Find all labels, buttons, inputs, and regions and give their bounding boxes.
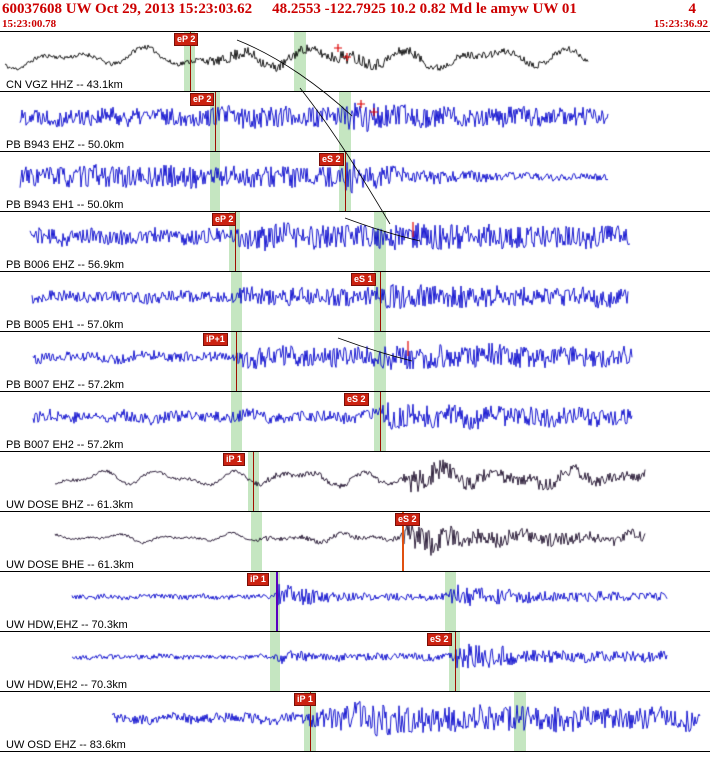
pick-flag[interactable]: eS 2 <box>344 393 369 406</box>
trace-row[interactable]: PB B005 EH1 -- 57.0km eS 1 <box>0 272 710 332</box>
pick-flag[interactable]: eS 2 <box>319 153 344 166</box>
event-flag: 4 <box>688 1 697 17</box>
trace-row[interactable]: CN VGZ HHZ -- 43.1km eP 2 <box>0 32 710 92</box>
pick-flag[interactable]: eP 2 <box>174 33 199 46</box>
pick-flag[interactable]: eS 2 <box>427 633 452 646</box>
time-window-row: 15:23:00.78 15:23:36.92 <box>0 18 710 31</box>
trace-row[interactable]: UW HDW,EHZ -- 70.3km iP 1 <box>0 572 710 632</box>
trace-row[interactable]: UW OSD EHZ -- 83.6km iP 1 <box>0 692 710 752</box>
trace-label: PB B007 EH2 -- 57.2km <box>6 439 124 451</box>
pick-time-line <box>380 392 381 451</box>
event-header: 60037608 UW Oct 29, 2013 15:23:03.62 48.… <box>0 0 710 31</box>
trace-label: PB B007 EHZ -- 57.2km <box>6 379 124 391</box>
trace-label: UW HDW,EH2 -- 70.3km <box>6 679 128 691</box>
pick-flag[interactable]: iP+1 <box>203 333 228 346</box>
trace-row[interactable]: PB B943 EHZ -- 50.0km eP 2 <box>0 92 710 152</box>
trace-label: UW DOSE BHZ -- 61.3km <box>6 499 134 511</box>
window-start-time: 15:23:00.78 <box>2 18 57 30</box>
trace-row[interactable]: UW DOSE BHE -- 61.3km eS 2 <box>0 512 710 572</box>
waveform-canvas[interactable] <box>0 512 710 571</box>
trace-row[interactable]: PB B943 EH1 -- 50.0km eS 2 <box>0 152 710 212</box>
window-end-time: 15:23:36.92 <box>653 18 708 30</box>
trace-label: PB B005 EH1 -- 57.0km <box>6 319 124 331</box>
pick-time-line <box>235 212 236 271</box>
trace-label: UW OSD EHZ -- 83.6km <box>6 739 126 751</box>
pick-flag[interactable]: iP 1 <box>294 693 316 706</box>
trace-row[interactable]: PB B006 EHZ -- 56.9km eP 2 <box>0 212 710 272</box>
trace-row[interactable]: PB B007 EH2 -- 57.2km eS 2 <box>0 392 710 452</box>
trace-stack: CN VGZ HHZ -- 43.1km eP 2 PB B943 EHZ --… <box>0 31 710 752</box>
pick-flag[interactable]: eP 2 <box>190 93 215 106</box>
waveform-canvas[interactable] <box>0 32 710 91</box>
pick-flag[interactable]: eS 1 <box>351 273 376 286</box>
pick-flag[interactable]: eS 2 <box>395 513 420 526</box>
pick-time-line <box>236 332 237 391</box>
trace-row[interactable]: PB B007 EHZ -- 57.2km iP+1 <box>0 332 710 392</box>
pick-time-line <box>190 32 191 91</box>
event-id-text: 60037608 UW Oct 29, 2013 15:23:03.62 <box>2 1 253 17</box>
trace-label: CN VGZ HHZ -- 43.1km <box>6 79 123 91</box>
event-header-line: 60037608 UW Oct 29, 2013 15:23:03.62 48.… <box>0 0 710 18</box>
waveform-canvas[interactable] <box>0 572 710 631</box>
trace-row[interactable]: UW DOSE BHZ -- 61.3km iP 1 <box>0 452 710 512</box>
pick-time-line <box>276 572 278 631</box>
trace-label: PB B943 EH1 -- 50.0km <box>6 199 124 211</box>
pick-time-line <box>402 512 404 571</box>
waveform-canvas[interactable] <box>0 692 710 751</box>
trace-label: UW DOSE BHE -- 61.3km <box>6 559 134 571</box>
pick-time-line <box>215 92 216 151</box>
trace-label: UW HDW,EHZ -- 70.3km <box>6 619 128 631</box>
pick-flag[interactable]: eP 2 <box>212 213 237 226</box>
pick-time-line <box>310 692 311 751</box>
trace-label: PB B006 EHZ -- 56.9km <box>6 259 124 271</box>
pick-time-line <box>380 272 381 331</box>
pick-time-line <box>345 152 346 211</box>
pick-time-line <box>253 452 254 511</box>
pick-flag[interactable]: iP 1 <box>247 573 269 586</box>
pick-time-line <box>455 632 456 691</box>
trace-row[interactable]: UW HDW,EH2 -- 70.3km eS 2 <box>0 632 710 692</box>
waveform-canvas[interactable] <box>0 452 710 511</box>
trace-label: PB B943 EHZ -- 50.0km <box>6 139 124 151</box>
event-location-text: 48.2553 -122.7925 10.2 0.82 Md le amyw U… <box>272 1 577 17</box>
pick-flag[interactable]: iP 1 <box>223 453 245 466</box>
waveform-canvas[interactable] <box>0 632 710 691</box>
